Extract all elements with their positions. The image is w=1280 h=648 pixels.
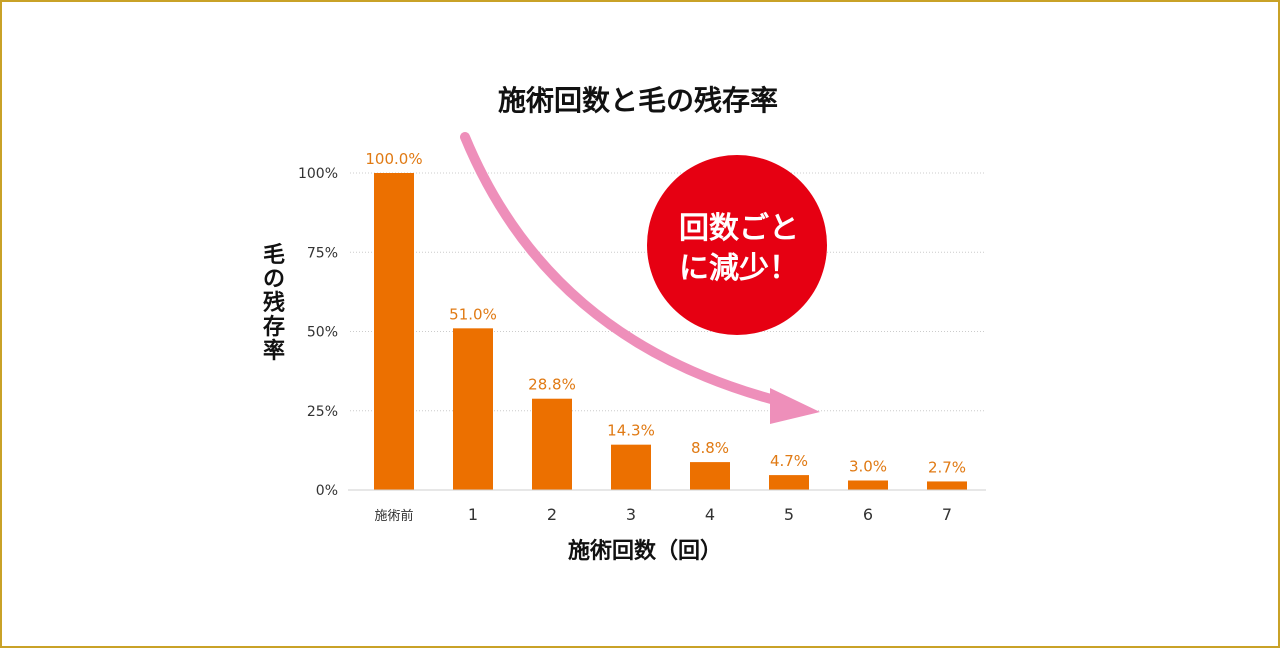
bar <box>769 475 809 490</box>
x-tick-label: 3 <box>626 505 636 524</box>
data-label: 51.0% <box>449 305 497 323</box>
callout-circle <box>647 155 827 335</box>
y-axis-title: 毛の残存率 <box>263 243 285 364</box>
x-tick-label: 2 <box>547 505 557 524</box>
x-tick-label: 4 <box>705 505 715 524</box>
y-tick-label: 75% <box>307 245 338 261</box>
x-tick-label: 1 <box>468 505 478 524</box>
bar <box>453 328 493 490</box>
bar <box>374 173 414 490</box>
x-tick-label: 7 <box>942 505 952 524</box>
y-tick-label: 100% <box>298 166 338 182</box>
y-tick-label: 25% <box>307 404 338 420</box>
y-tick-label: 0% <box>316 483 338 499</box>
data-label: 28.8% <box>528 376 576 394</box>
x-axis-title: 施術回数（回） <box>568 538 722 564</box>
bar <box>611 444 651 490</box>
x-axis-ticks: 施術前 1 2 3 4 5 6 7 <box>374 505 952 524</box>
x-tick-label: 6 <box>863 505 873 524</box>
chart-title: 施術回数と毛の残存率 <box>498 84 778 117</box>
data-label: 8.8% <box>691 439 729 457</box>
x-tick-label: 施術前 <box>374 508 413 524</box>
data-label: 2.7% <box>928 458 966 476</box>
x-tick-label: 5 <box>784 505 794 524</box>
bars <box>374 173 967 490</box>
bar <box>532 398 572 490</box>
trend-arrow-shaft <box>460 132 787 407</box>
callout-line-2: に減少！ <box>679 251 799 286</box>
bar <box>927 481 967 490</box>
bar <box>690 462 730 490</box>
data-label: 3.0% <box>849 457 887 475</box>
callout: 回数ごと に減少！ <box>647 155 827 335</box>
trend-arrow <box>460 132 820 424</box>
callout-line-1: 回数ごと <box>679 211 799 246</box>
y-axis-ticks: 0% 25% 50% 75% 100% <box>298 166 338 499</box>
data-labels: 100.0% 51.0% 28.8% 14.3% 8.8% 4.7% 3.0% 2.7% <box>365 150 966 476</box>
data-label: 14.3% <box>607 422 655 440</box>
data-label: 100.0% <box>365 150 422 168</box>
bar <box>848 480 888 490</box>
trend-arrow-head <box>770 388 820 424</box>
y-tick-label: 50% <box>307 325 338 341</box>
data-label: 4.7% <box>770 452 808 470</box>
